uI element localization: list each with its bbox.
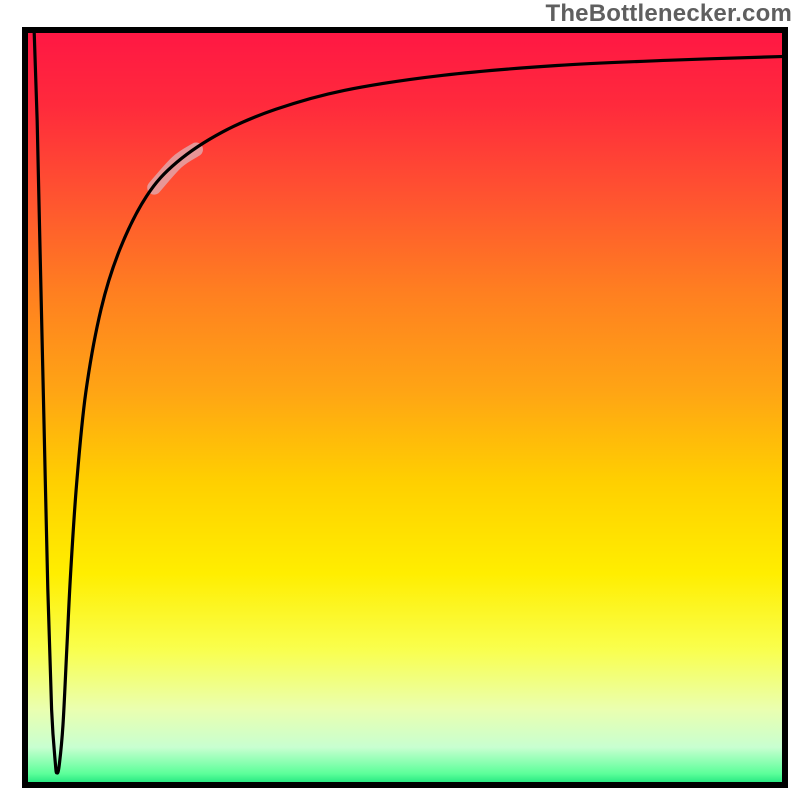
plot-background [25,30,785,785]
figure-container: TheBottlenecker.com [0,0,800,800]
bottleneck-plot [0,0,800,800]
watermark-text: TheBottlenecker.com [545,0,792,28]
